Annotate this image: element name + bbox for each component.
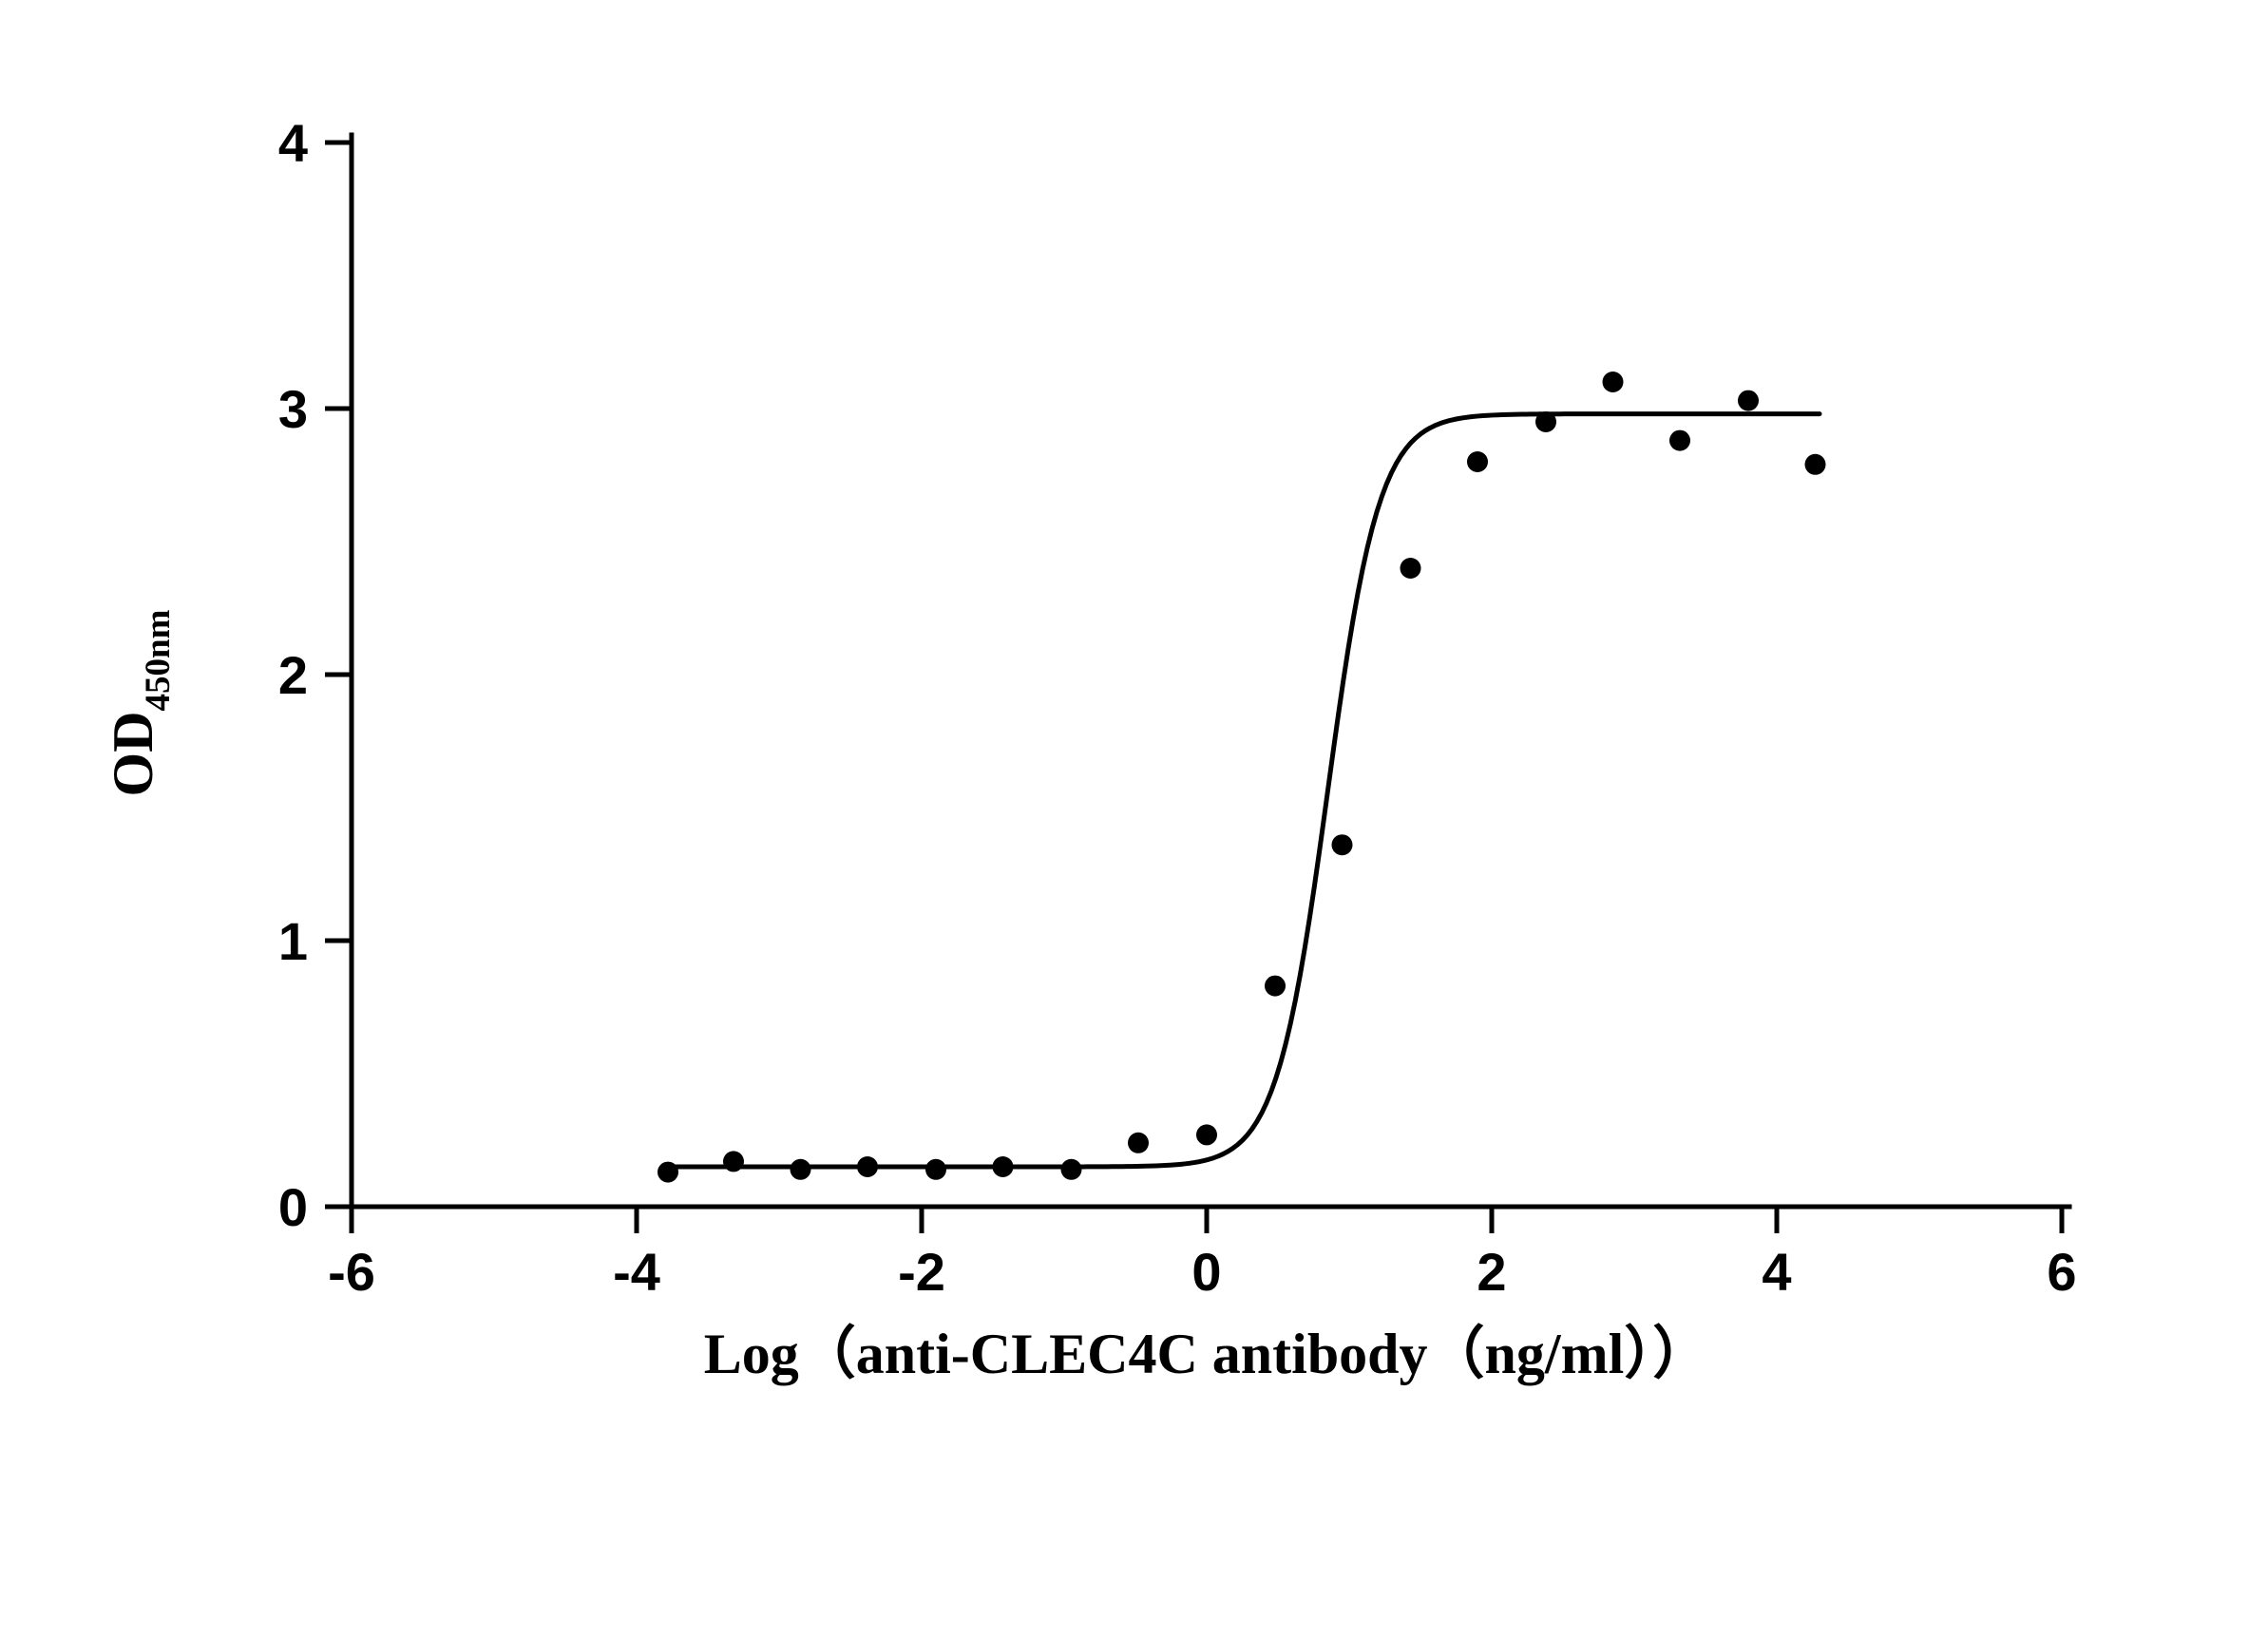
data-point	[1332, 834, 1353, 855]
data-point	[723, 1151, 744, 1172]
data-point	[925, 1159, 946, 1180]
data-point	[1738, 391, 1759, 411]
y-tick-label: 4	[278, 113, 308, 173]
y-tick-label: 3	[278, 379, 308, 439]
data-point	[791, 1159, 811, 1180]
data-point	[1401, 558, 1421, 579]
data-point	[1061, 1159, 1082, 1180]
x-axis-label: Log（anti-CLEC4C antibody（ng/ml））	[704, 1322, 1710, 1385]
data-point	[857, 1156, 878, 1177]
data-point	[1265, 976, 1286, 997]
data-point	[1805, 454, 1826, 475]
y-tick-label: 0	[278, 1177, 308, 1237]
x-tick-label: -2	[898, 1242, 945, 1302]
y-tick-label: 1	[278, 911, 308, 971]
x-tick-label: 6	[2047, 1242, 2076, 1302]
x-tick-label: 0	[1191, 1242, 1221, 1302]
data-point	[1467, 451, 1488, 472]
data-point	[1128, 1133, 1149, 1153]
x-tick-label: -6	[328, 1242, 375, 1302]
data-point	[1535, 411, 1556, 432]
x-tick-label: 2	[1477, 1242, 1506, 1302]
data-point	[658, 1162, 678, 1183]
y-tick-label: 2	[278, 645, 308, 705]
data-point	[1669, 430, 1690, 451]
data-point	[1603, 372, 1624, 392]
plot-bg	[0, 0, 2268, 1639]
data-point	[993, 1156, 1014, 1177]
x-tick-label: 4	[1762, 1242, 1791, 1302]
chart-canvas: -6-4-2024601234OD450nmLog（anti-CLEC4C an…	[0, 0, 2268, 1639]
data-point	[1196, 1124, 1217, 1145]
elisa-scatter-chart: -6-4-2024601234OD450nmLog（anti-CLEC4C an…	[0, 0, 2268, 1639]
x-tick-label: -4	[613, 1242, 660, 1302]
